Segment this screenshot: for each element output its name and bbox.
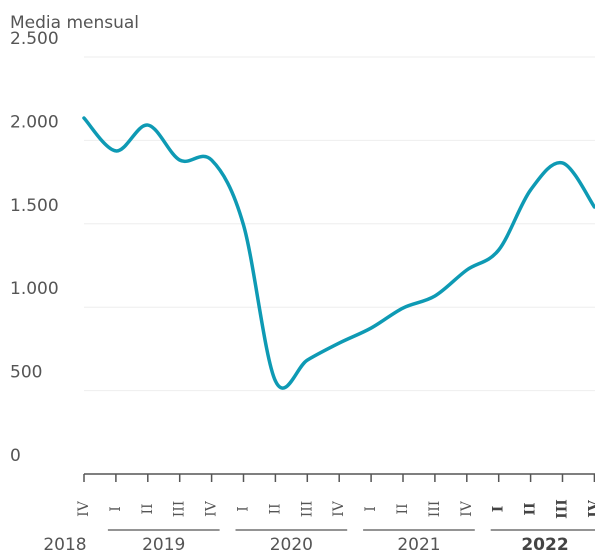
x-tick-label: II — [267, 503, 283, 514]
y-tick-label: 500 — [10, 363, 42, 383]
x-tick-label: III — [172, 501, 188, 518]
x-tick-label: IV — [459, 500, 475, 517]
x-tick-label: I — [236, 506, 252, 512]
y-tick-label: 0 — [10, 446, 21, 466]
x-tick-label: I — [363, 506, 379, 512]
x-tick-label: II — [395, 503, 411, 514]
year-label: 2022 — [521, 535, 568, 553]
series-line — [82, 116, 595, 390]
x-tick-label: I — [491, 506, 507, 513]
x-tick-label: IV — [204, 500, 220, 517]
x-tick-label: III — [427, 501, 443, 518]
x-tick-label: IV — [586, 499, 595, 518]
year-label: 2019 — [142, 535, 185, 553]
x-tick-label: III — [299, 501, 315, 518]
y-tick-label: 2.000 — [10, 112, 59, 132]
year-label: 2021 — [397, 535, 440, 553]
year-label: 2020 — [270, 535, 313, 553]
y-tick-label: 1.500 — [10, 196, 59, 216]
x-tick-label: II — [523, 502, 539, 515]
y-axis-label: Media mensual — [10, 13, 139, 33]
y-tick-label: 2.500 — [10, 29, 59, 49]
x-tick-label: IV — [331, 500, 347, 517]
y-tick-label: 1.000 — [10, 279, 59, 299]
x-tick-label: I — [108, 506, 124, 512]
x-tick-label: III — [555, 499, 571, 519]
year-label: 2018 — [43, 535, 86, 553]
x-tick-label: II — [140, 503, 156, 514]
x-tick-label: IV — [76, 500, 92, 517]
